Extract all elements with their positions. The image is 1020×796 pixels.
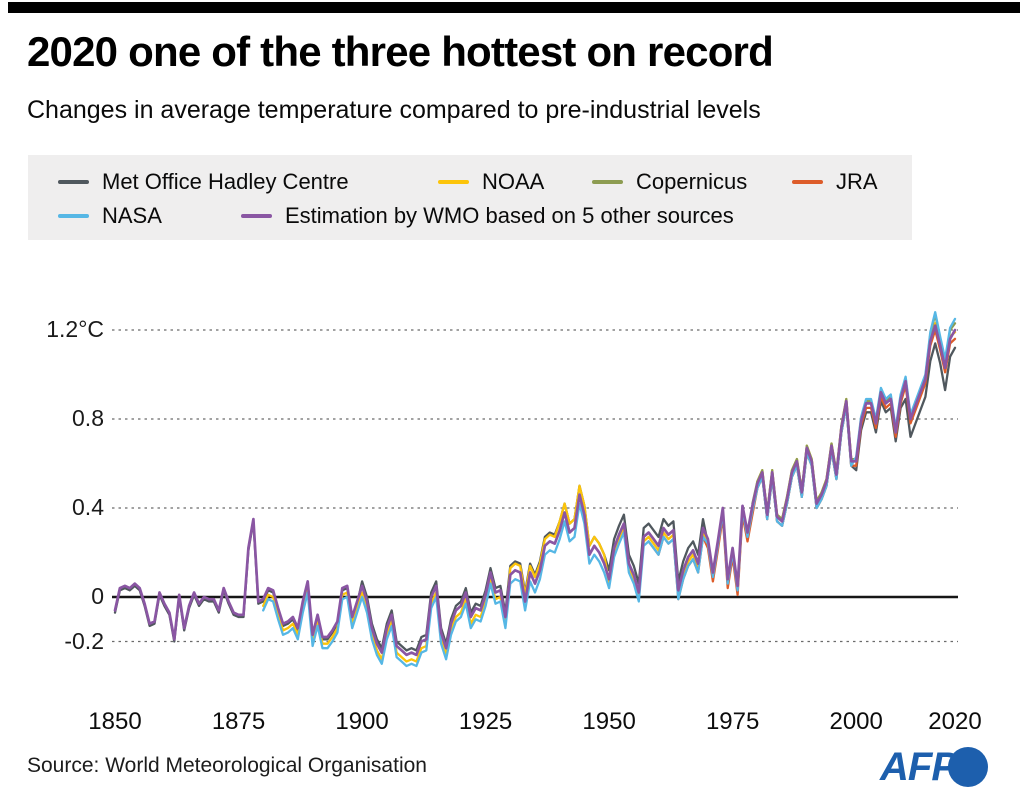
afp-logo-circle-icon — [948, 747, 988, 787]
legend-swatch-icon — [241, 214, 272, 218]
legend-label: JRA — [836, 169, 878, 194]
y-tick-label: 1.2°C — [46, 316, 104, 342]
legend-item-estimation-by-wmo-based-on-5-other-sources: Estimation by WMO based on 5 other sourc… — [241, 203, 734, 229]
legend-swatch-icon — [438, 180, 469, 184]
legend-item-met-office-hadley-centre: Met Office Hadley Centre — [58, 169, 349, 195]
x-tick-label: 1950 — [582, 708, 636, 735]
y-tick-label: 0.8 — [72, 405, 104, 431]
legend-label: NASA — [102, 203, 162, 228]
top-black-bar — [8, 2, 1020, 13]
legend-item-copernicus: Copernicus — [592, 169, 747, 195]
legend-swatch-icon — [58, 180, 89, 184]
source-credit: Source: World Meteorological Organisatio… — [27, 754, 427, 777]
x-tick-label: 2000 — [829, 708, 883, 735]
legend-label: Copernicus — [636, 169, 748, 194]
legend-item-nasa: NASA — [58, 203, 162, 229]
x-tick-label: 1850 — [88, 708, 142, 735]
legend-item-noaa: NOAA — [438, 169, 544, 195]
y-tick-label: -0.2 — [64, 627, 104, 654]
legend-label: Met Office Hadley Centre — [102, 169, 349, 194]
x-tick-label: 1975 — [705, 708, 760, 735]
series-line-estimation-by-wmo-based-on-5-other-sources — [113, 324, 957, 657]
afp-logo-text: AFP — [880, 745, 958, 789]
chart-legend: Met Office Hadley Centre NOAA Copernicus JR… — [28, 155, 912, 240]
legend-swatch-icon — [792, 180, 823, 184]
page-subtitle: Changes in average temperature compared … — [27, 96, 761, 124]
legend-swatch-icon — [58, 214, 89, 218]
series-line-nasa — [262, 311, 957, 668]
series-line-met-office-hadley-centre — [113, 342, 957, 652]
x-tick-label: 1900 — [335, 708, 389, 735]
x-tick-label: 1925 — [458, 708, 513, 735]
page-title: 2020 one of the three hottest on record — [27, 28, 774, 75]
legend-label: NOAA — [482, 169, 545, 194]
x-tick-label: 2020 — [928, 708, 982, 735]
legend-label: Estimation by WMO based on 5 other sourc… — [285, 203, 734, 228]
series-line-copernicus — [751, 313, 957, 521]
legend-item-jra: JRA — [792, 169, 878, 195]
legend-swatch-icon — [592, 180, 623, 184]
afp-logo: AFP — [880, 745, 992, 789]
y-tick-label: 0.4 — [72, 494, 104, 520]
x-tick-label: 1875 — [211, 708, 266, 735]
y-tick-label: 0 — [91, 583, 104, 609]
